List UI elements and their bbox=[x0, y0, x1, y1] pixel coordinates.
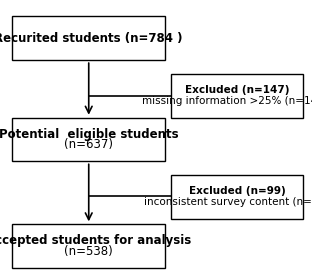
Text: (n=637): (n=637) bbox=[64, 138, 113, 151]
Text: Excluded (n=147): Excluded (n=147) bbox=[185, 85, 289, 95]
FancyBboxPatch shape bbox=[171, 74, 303, 118]
Text: missing information >25% (n=147 ): missing information >25% (n=147 ) bbox=[143, 96, 312, 106]
Text: (n=538): (n=538) bbox=[64, 245, 113, 258]
FancyBboxPatch shape bbox=[12, 118, 165, 161]
Text: Excluded (n=99): Excluded (n=99) bbox=[189, 186, 285, 196]
Text: inconsistent survey content (n=99): inconsistent survey content (n=99) bbox=[144, 197, 312, 207]
Text: Accepted students for analysis: Accepted students for analysis bbox=[0, 234, 191, 247]
Text: Potential  eligible students: Potential eligible students bbox=[0, 128, 178, 141]
FancyBboxPatch shape bbox=[12, 224, 165, 268]
FancyBboxPatch shape bbox=[12, 16, 165, 60]
Text: Recurited students (n=784 ): Recurited students (n=784 ) bbox=[0, 32, 183, 45]
FancyBboxPatch shape bbox=[171, 175, 303, 219]
